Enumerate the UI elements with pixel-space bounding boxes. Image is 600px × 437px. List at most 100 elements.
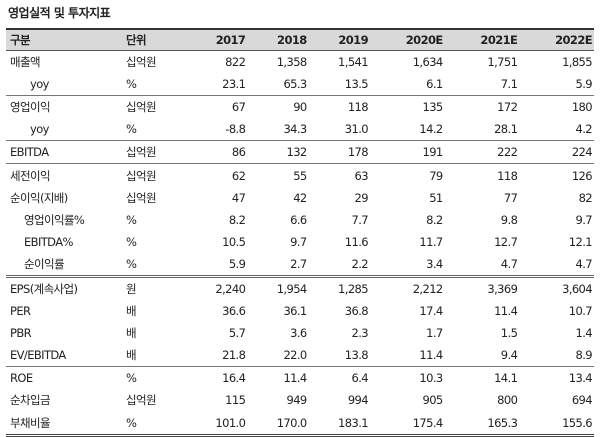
cell-value: 16.4 bbox=[222, 371, 246, 386]
table-row: ROE% 16.4 11.4 6.4 10.3 14.1 13.4 bbox=[6, 367, 594, 390]
cell-value: 14.1 bbox=[494, 371, 518, 386]
row-unit: 배 bbox=[126, 304, 137, 319]
row-label: EV/EBITDA bbox=[6, 344, 126, 368]
cell-value: 2.2 bbox=[308, 252, 370, 278]
cell-value: 11.7 bbox=[419, 234, 443, 249]
cell-value: 14.2 bbox=[369, 118, 445, 142]
cell-value: 994 bbox=[347, 393, 369, 408]
cell-value: 1,954 bbox=[276, 281, 308, 296]
cell-value: 1,855 bbox=[562, 55, 593, 70]
column-header: 2021E bbox=[444, 28, 520, 51]
cell-value: 3.6 bbox=[290, 326, 307, 341]
cell-value: 42 bbox=[293, 190, 307, 205]
row-unit: % bbox=[126, 371, 137, 386]
cell-value: 5.9 bbox=[519, 73, 594, 97]
row-label: ROE bbox=[10, 371, 33, 386]
cell-value: 47 bbox=[231, 190, 246, 205]
cell-value: 222 bbox=[444, 140, 520, 165]
column-header: 단위 bbox=[126, 28, 186, 51]
cell-value: 4.7 bbox=[444, 252, 520, 278]
table-row: 부채비율% 101.0 170.0 183.1 175.4 165.3 155.6 bbox=[6, 411, 594, 437]
row-unit: % bbox=[126, 252, 186, 278]
row-unit: 십억원 bbox=[126, 190, 157, 205]
row-label: 세전이익 bbox=[10, 168, 51, 183]
table-row: 순이익률% 5.9 2.7 2.2 3.4 4.7 4.7 bbox=[6, 252, 594, 278]
table-row: EV/EBITDA 배 21.8 22.0 13.8 11.4 9.4 8.9 bbox=[6, 344, 594, 368]
cell-value: 22.0 bbox=[247, 344, 309, 368]
cell-value: 36.6 bbox=[222, 304, 246, 319]
cell-value: 77 bbox=[503, 190, 518, 205]
row-unit: 원 bbox=[126, 281, 137, 296]
cell-value: 1.4 bbox=[575, 326, 593, 341]
cell-value: 10.5 bbox=[222, 234, 246, 249]
cell-value: 135 bbox=[422, 100, 443, 115]
cell-value: 62 bbox=[231, 168, 246, 183]
cell-value: 905 bbox=[422, 393, 443, 408]
cell-value: 165.3 bbox=[444, 411, 520, 437]
column-header: 2019 bbox=[308, 28, 370, 51]
cell-value: 5.7 bbox=[228, 326, 246, 341]
cell-value: 2.3 bbox=[351, 326, 368, 341]
cell-value: 9.7 bbox=[575, 212, 593, 227]
cell-value: 23.1 bbox=[186, 73, 248, 97]
cell-value: 126 bbox=[571, 168, 593, 183]
row-unit: % bbox=[126, 73, 186, 97]
table-row: 매출액 십억원 822 1,358 1,541 1,634 1,751 1,855 bbox=[6, 51, 594, 74]
cell-value: 13.4 bbox=[568, 371, 593, 386]
cell-value: 7.1 bbox=[444, 73, 520, 97]
cell-value: 4.7 bbox=[519, 252, 594, 278]
table-row: EPS(계속사업) 원 2,240 1,954 1,285 2,212 3,369 3,604 bbox=[6, 276, 594, 300]
row-label: EPS(계속사업) bbox=[10, 281, 78, 296]
cell-value: 10.3 bbox=[419, 371, 443, 386]
cell-value: 8.2 bbox=[228, 212, 246, 227]
row-unit: 십억원 bbox=[126, 168, 157, 183]
table-row: 영업이익 십억원 67 90 118 135 172 180 bbox=[6, 96, 594, 119]
row-label: EBITDA% bbox=[24, 234, 73, 249]
cell-value: 949 bbox=[286, 393, 308, 408]
row-label: 영업이익률% bbox=[24, 212, 85, 227]
cell-value: -8.8 bbox=[186, 118, 248, 142]
table-row: 순차입금 십억원 115 949 994 905 800 694 bbox=[6, 389, 594, 411]
row-unit: 십억원 bbox=[126, 100, 157, 115]
table-row: 영업이익률%% 8.2 6.6 7.7 8.2 9.8 9.7 bbox=[6, 209, 594, 231]
row-label: 영업이익 bbox=[10, 100, 51, 115]
column-header: 2022E bbox=[519, 28, 594, 51]
cell-value: 224 bbox=[519, 140, 594, 165]
row-unit: % bbox=[126, 234, 137, 249]
row-label: 순차입금 bbox=[10, 393, 51, 408]
table-row: EBITDA%% 10.5 9.7 11.6 11.7 12.7 12.1 bbox=[6, 231, 594, 253]
cell-value: 9.4 bbox=[444, 344, 520, 368]
cell-value: 1.7 bbox=[426, 326, 443, 341]
cell-value: 21.8 bbox=[186, 344, 248, 368]
cell-value: 79 bbox=[429, 168, 443, 183]
cell-value: 11.4 bbox=[369, 344, 445, 368]
cell-value: 178 bbox=[308, 140, 370, 165]
cell-value: 4.2 bbox=[519, 118, 594, 142]
cell-value: 11.4 bbox=[494, 304, 518, 319]
column-header: 2017 bbox=[186, 28, 248, 51]
cell-value: 6.6 bbox=[290, 212, 307, 227]
cell-value: 155.6 bbox=[519, 411, 594, 437]
table-row: yoy% -8.8 34.3 31.0 14.2 28.1 4.2 bbox=[6, 118, 594, 142]
column-header: 2018 bbox=[247, 28, 309, 51]
cell-value: 7.7 bbox=[351, 212, 368, 227]
cell-value: 34.3 bbox=[247, 118, 309, 142]
row-label: yoy bbox=[6, 73, 126, 97]
row-unit: % bbox=[126, 411, 186, 437]
row-label: 매출액 bbox=[10, 55, 41, 70]
row-unit: 십억원 bbox=[126, 55, 157, 70]
row-unit: % bbox=[126, 118, 186, 142]
cell-value: 8.9 bbox=[519, 344, 594, 368]
cell-value: 1.5 bbox=[500, 326, 518, 341]
row-label: PBR bbox=[10, 326, 32, 341]
cell-value: 3,369 bbox=[487, 281, 518, 296]
cell-value: 1,285 bbox=[338, 281, 369, 296]
cell-value: 28.1 bbox=[444, 118, 520, 142]
cell-value: 51 bbox=[429, 190, 443, 205]
cell-value: 101.0 bbox=[186, 411, 248, 437]
cell-value: 172 bbox=[497, 100, 518, 115]
cell-value: 65.3 bbox=[247, 73, 309, 97]
cell-value: 115 bbox=[225, 393, 246, 408]
cell-value: 800 bbox=[497, 393, 518, 408]
cell-value: 2,240 bbox=[215, 281, 246, 296]
